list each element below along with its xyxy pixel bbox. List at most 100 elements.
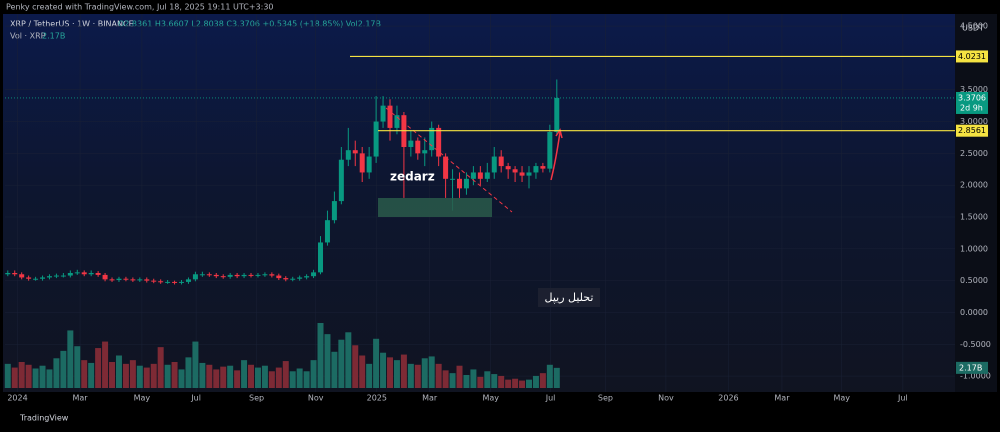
volume-bar — [74, 346, 81, 388]
volume-bar — [275, 367, 282, 388]
y-tick-label: 1.5000 — [960, 213, 988, 222]
volume-bar — [553, 367, 560, 388]
candle-body — [262, 274, 268, 276]
candle-body — [519, 172, 525, 176]
vol-legend: Vol · XRP — [10, 32, 46, 41]
symbol: XRP / TetherUS · 1W · BINANCE — [10, 20, 134, 29]
volume-bar — [248, 364, 255, 388]
x-tick-label: Jul — [190, 394, 201, 403]
volume-bar — [435, 363, 442, 388]
candle-body — [498, 156, 504, 167]
candle-body — [443, 156, 449, 179]
candle-body — [470, 172, 476, 179]
volume-bar — [227, 365, 234, 388]
volume-bar — [366, 363, 373, 388]
x-tick-label: Sep — [598, 394, 613, 403]
candle-body — [533, 166, 539, 173]
x-tick-label: Nov — [308, 394, 324, 403]
candle-body — [213, 274, 219, 277]
volume-bar — [115, 355, 122, 388]
candle-body — [53, 275, 59, 277]
x-tick-label: Mar — [422, 394, 438, 403]
candle-body — [67, 273, 73, 276]
candle-body — [422, 150, 428, 154]
volume-bar — [213, 369, 220, 388]
volume-bar — [310, 360, 317, 388]
candle-body — [338, 159, 344, 202]
candle-body — [123, 278, 129, 280]
volume-bar — [143, 367, 150, 388]
volume-bar — [421, 358, 428, 388]
candle-body — [276, 275, 282, 279]
volume-bar — [150, 363, 157, 388]
candle-body — [269, 274, 275, 276]
candle-body — [380, 105, 386, 122]
note: تحلیل ریپل — [545, 291, 594, 304]
volume-bar — [32, 368, 39, 388]
volume-bar — [254, 367, 261, 388]
candle-body — [429, 127, 435, 151]
candle-body — [554, 97, 560, 132]
candle-body — [220, 276, 226, 278]
candle-body — [206, 274, 212, 276]
volume-bar — [373, 338, 380, 388]
y-tick-label: 3.0000 — [960, 117, 988, 126]
volume-bar — [241, 360, 248, 388]
candle-body — [40, 277, 46, 279]
volume-bar — [39, 365, 46, 388]
candle-body — [26, 277, 32, 279]
volume-bar — [414, 364, 421, 388]
candle-body — [297, 277, 303, 279]
candle-body — [283, 278, 289, 280]
candle-body — [477, 172, 483, 179]
candle-body — [450, 178, 456, 180]
candle-body — [456, 178, 462, 189]
volume-bar — [234, 370, 241, 388]
candle-body — [248, 274, 254, 276]
candle-body — [158, 281, 164, 283]
y-tick-label: -1.0000 — [960, 372, 991, 381]
candle-body — [484, 172, 490, 179]
brand: TradingView — [19, 414, 69, 423]
x-tick-label: Jul — [545, 394, 556, 403]
x-tick-label: 2026 — [718, 394, 738, 403]
volume-bar — [428, 356, 435, 388]
x-tick-label: 2024 — [7, 394, 27, 403]
level-tag — [956, 50, 988, 63]
volume-bar — [261, 365, 268, 388]
volume-bar — [11, 367, 18, 388]
volume-bar — [393, 360, 400, 388]
candle-body — [74, 272, 80, 274]
candle-body — [394, 115, 400, 128]
x-tick-label: May — [134, 394, 151, 403]
candle-body — [227, 274, 233, 277]
candle-body — [234, 274, 240, 277]
x-tick-label: Mar — [73, 394, 89, 403]
x-tick-label: 2025 — [367, 394, 387, 403]
volume-bar — [352, 345, 359, 388]
x-tick-label: Sep — [249, 394, 264, 403]
annotations: zedarz تحلیل ریپل — [378, 107, 600, 307]
volume-bar — [505, 379, 512, 388]
candle-body — [311, 272, 317, 277]
volume-bar — [88, 362, 95, 388]
candle-body — [290, 278, 296, 280]
candle-body — [144, 279, 150, 281]
candle-body — [255, 274, 261, 276]
candle-body — [408, 140, 414, 147]
volume-bar — [46, 369, 53, 388]
candle-body — [491, 156, 497, 173]
candle-body — [165, 281, 171, 283]
candle-body — [151, 280, 157, 282]
candle-body — [5, 273, 11, 275]
y-tick-label: 0.5000 — [960, 276, 988, 285]
candle-body — [60, 275, 66, 277]
candle-body — [463, 178, 469, 189]
y-tick-label: 3.5000 — [960, 85, 988, 94]
y-tick-label: 4.5000 — [960, 22, 988, 31]
price-axis — [955, 14, 997, 392]
volume-bar — [303, 371, 310, 388]
volume-bar — [164, 364, 171, 388]
volume-bar — [129, 360, 136, 388]
candle-body — [179, 281, 185, 283]
